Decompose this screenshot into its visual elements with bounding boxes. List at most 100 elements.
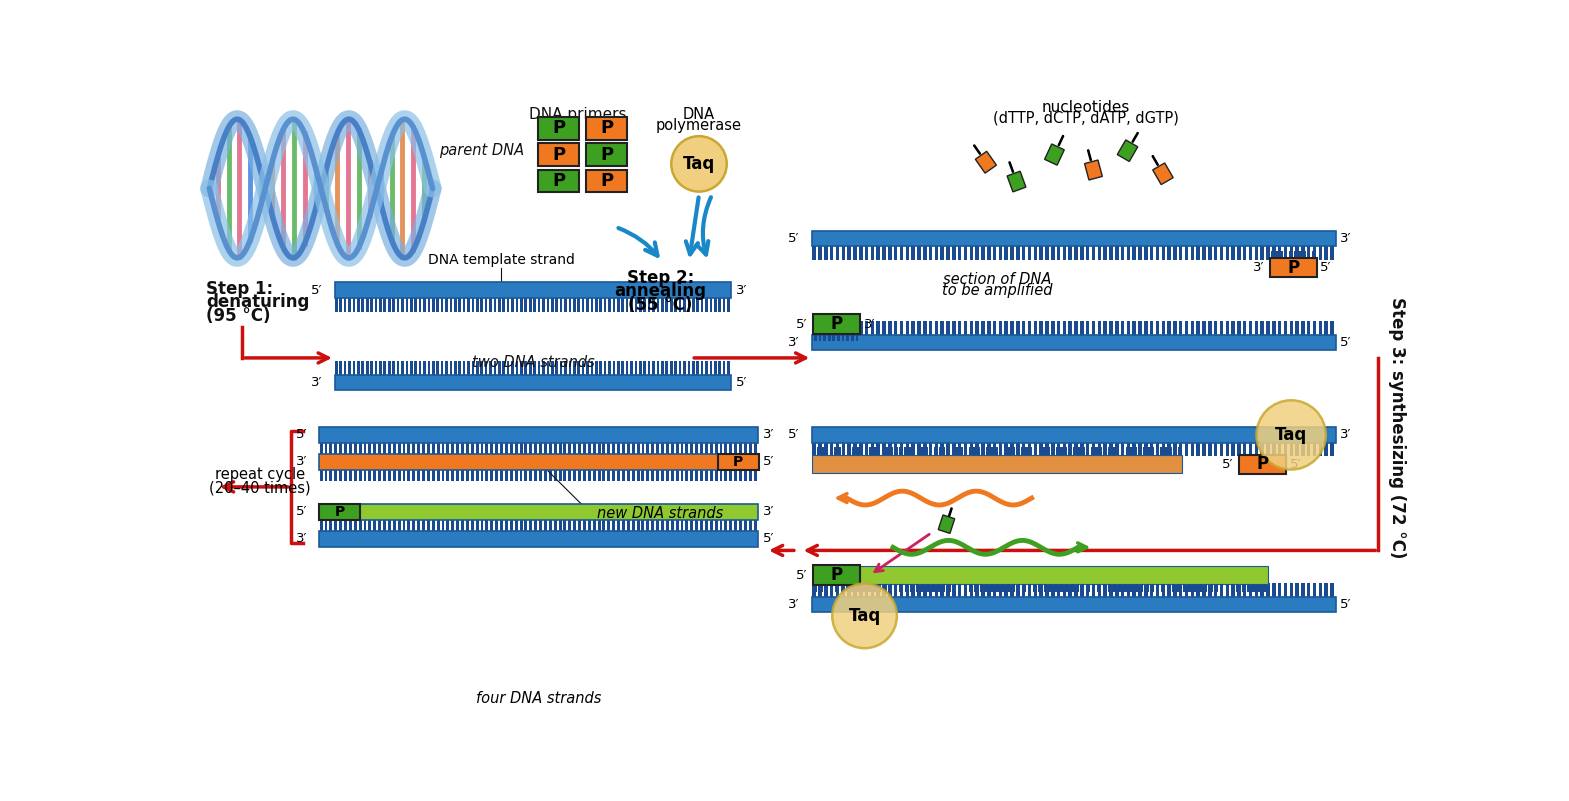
Bar [378, 520, 381, 531]
Bar [1039, 443, 1043, 457]
Bar [466, 469, 469, 481]
Bar [819, 583, 822, 597]
Bar [402, 361, 403, 375]
Bar [720, 520, 722, 531]
Bar [1012, 447, 1015, 455]
Bar [540, 443, 541, 454]
Bar [817, 447, 819, 455]
Bar [877, 583, 880, 597]
Bar [1188, 584, 1191, 592]
Bar [607, 520, 610, 531]
Text: P: P [830, 566, 843, 584]
Bar [1307, 443, 1310, 457]
Bar [631, 298, 632, 312]
Bar [524, 520, 527, 531]
Bar [1086, 321, 1089, 335]
Bar [1075, 321, 1078, 335]
Bar [584, 443, 585, 454]
Text: parent DNA: parent DNA [439, 143, 524, 158]
Bar [595, 298, 598, 312]
Bar [1272, 246, 1276, 260]
Bar [1039, 583, 1043, 597]
Bar [657, 298, 659, 312]
Bar [378, 469, 381, 481]
Bar [1249, 321, 1252, 335]
Bar [607, 469, 610, 481]
Bar [1120, 443, 1125, 457]
Bar [690, 469, 693, 481]
Bar [369, 469, 372, 481]
FancyBboxPatch shape [1269, 258, 1316, 277]
FancyBboxPatch shape [587, 170, 628, 192]
Bar [753, 443, 756, 454]
Bar [683, 298, 686, 312]
Bar [1144, 246, 1147, 260]
Bar [1280, 251, 1282, 259]
Text: Taq: Taq [1276, 426, 1307, 444]
Bar [686, 469, 689, 481]
Bar [681, 469, 684, 481]
Bar [602, 520, 606, 531]
Bar [1208, 583, 1211, 597]
Bar [1178, 246, 1183, 260]
Bar [753, 520, 756, 531]
Bar [690, 520, 693, 531]
Bar [672, 469, 673, 481]
Bar [886, 447, 890, 455]
Bar [1156, 583, 1159, 597]
Bar [1028, 443, 1031, 457]
Bar [397, 469, 400, 481]
Bar [388, 361, 391, 375]
Bar [485, 443, 488, 454]
Bar [946, 583, 949, 597]
Bar [1058, 246, 1061, 260]
Bar [821, 447, 824, 455]
Text: P: P [599, 119, 613, 138]
Bar [899, 584, 902, 592]
Bar [1109, 246, 1112, 260]
Bar [388, 520, 391, 531]
Bar [1138, 583, 1142, 597]
Bar [850, 333, 854, 341]
Bar [1203, 584, 1207, 592]
Bar [1150, 584, 1153, 592]
Bar [646, 469, 650, 481]
Bar [1068, 443, 1072, 457]
Bar [709, 443, 712, 454]
Bar [819, 333, 821, 341]
Bar [830, 246, 833, 260]
Bar [888, 443, 891, 457]
Bar [637, 469, 640, 481]
Bar [642, 520, 645, 531]
Bar [656, 469, 659, 481]
Bar [559, 443, 562, 454]
Bar [370, 298, 373, 312]
FancyArrow shape [973, 145, 981, 155]
Bar [819, 246, 822, 260]
Text: 5′: 5′ [763, 533, 775, 545]
Bar [595, 361, 598, 375]
Bar [496, 520, 497, 531]
Text: Taq: Taq [849, 607, 880, 625]
Bar [734, 520, 737, 531]
Bar [588, 520, 592, 531]
Bar [334, 283, 731, 298]
Bar [912, 321, 915, 335]
Bar [1119, 584, 1122, 592]
Text: polymerase: polymerase [656, 118, 742, 133]
Bar [1307, 246, 1310, 260]
Bar [538, 298, 540, 312]
Bar [643, 298, 646, 312]
Bar [825, 584, 828, 592]
Bar [1161, 583, 1166, 597]
Bar [408, 469, 411, 481]
Bar [441, 443, 444, 454]
Bar [497, 298, 501, 312]
Bar [730, 469, 733, 481]
Bar [353, 298, 355, 312]
Bar [639, 298, 642, 312]
Bar [378, 443, 381, 454]
Bar [1258, 584, 1261, 592]
Bar [1156, 443, 1159, 457]
Bar [519, 520, 522, 531]
